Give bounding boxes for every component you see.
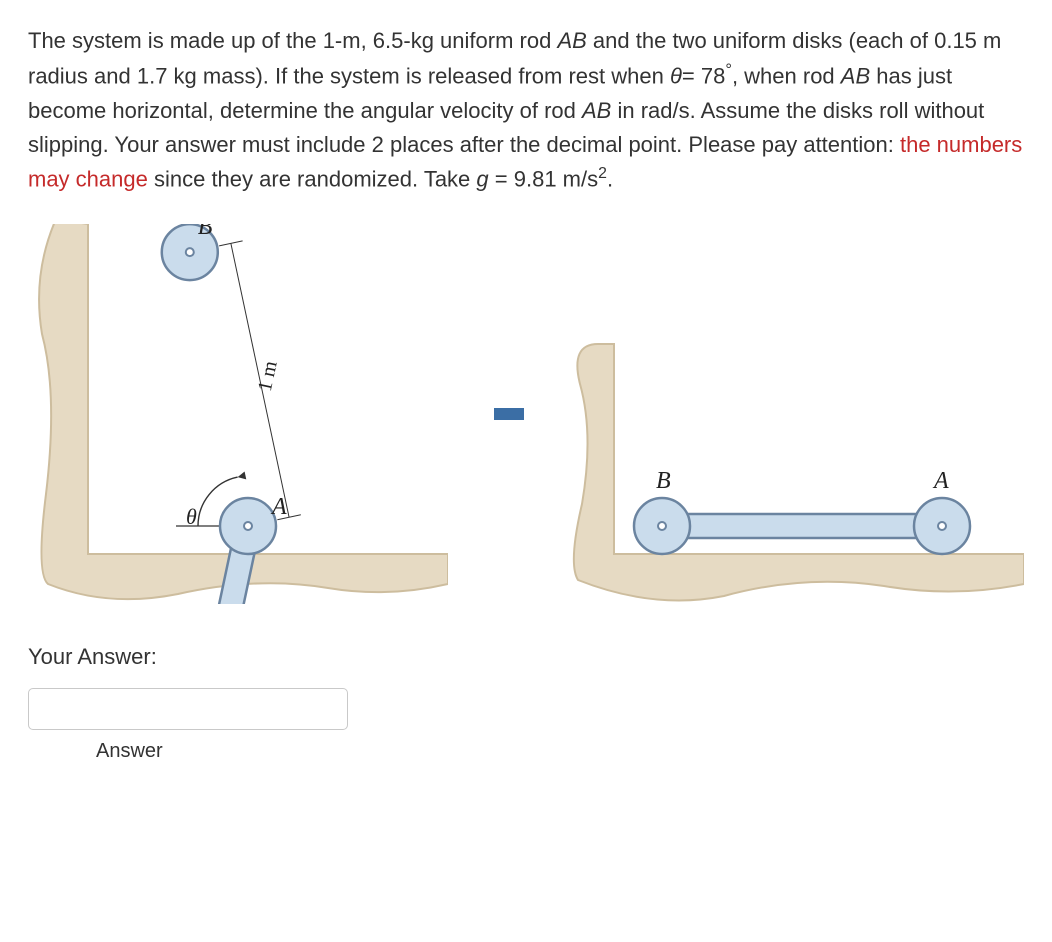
disk-a-pin [938,522,946,530]
rod [662,514,942,538]
transition-arrow-icon [488,394,524,434]
label-b: B [656,468,671,494]
text: = 9.81 m/s [489,166,598,191]
theta-symbol: θ [670,63,682,88]
answer-caption: Answer [96,740,1024,763]
g-symbol: g [476,166,488,191]
label-theta: θ [186,504,197,529]
length-label: 1 m [254,359,282,394]
ground-shape [574,344,1024,600]
text: , when rod [732,63,841,88]
equals: = [682,63,695,88]
rod-name: AB [557,28,586,53]
disk-b-pin [658,522,666,530]
squared: 2 [598,165,607,182]
answer-label: Your Answer: [28,644,1024,670]
problem-statement: The system is made up of the 1-m, 6.5-kg… [28,24,1024,196]
diagram-final: B A [564,224,1024,604]
angle-value: 78 [695,63,726,88]
degree-symbol: ° [725,61,732,79]
disk-a-pin [244,522,252,530]
text: . [607,166,613,191]
answer-section: Your Answer: Answer [28,644,1024,763]
rod-name: AB [582,98,611,123]
label-a: A [932,468,949,494]
diagram-initial: 1 m B A θ [28,224,448,604]
rod-name: AB [841,63,870,88]
angle-arrowhead [238,472,247,480]
answer-input[interactable] [28,688,348,730]
label-b: B [198,224,213,240]
diagram-row: 1 m B A θ B A [28,224,1024,604]
label-a: A [270,494,287,520]
text: The system is made up of the 1-m, 6.5-kg… [28,28,557,53]
disk-b-pin [186,248,194,256]
text: since they are randomized. Take [148,166,477,191]
